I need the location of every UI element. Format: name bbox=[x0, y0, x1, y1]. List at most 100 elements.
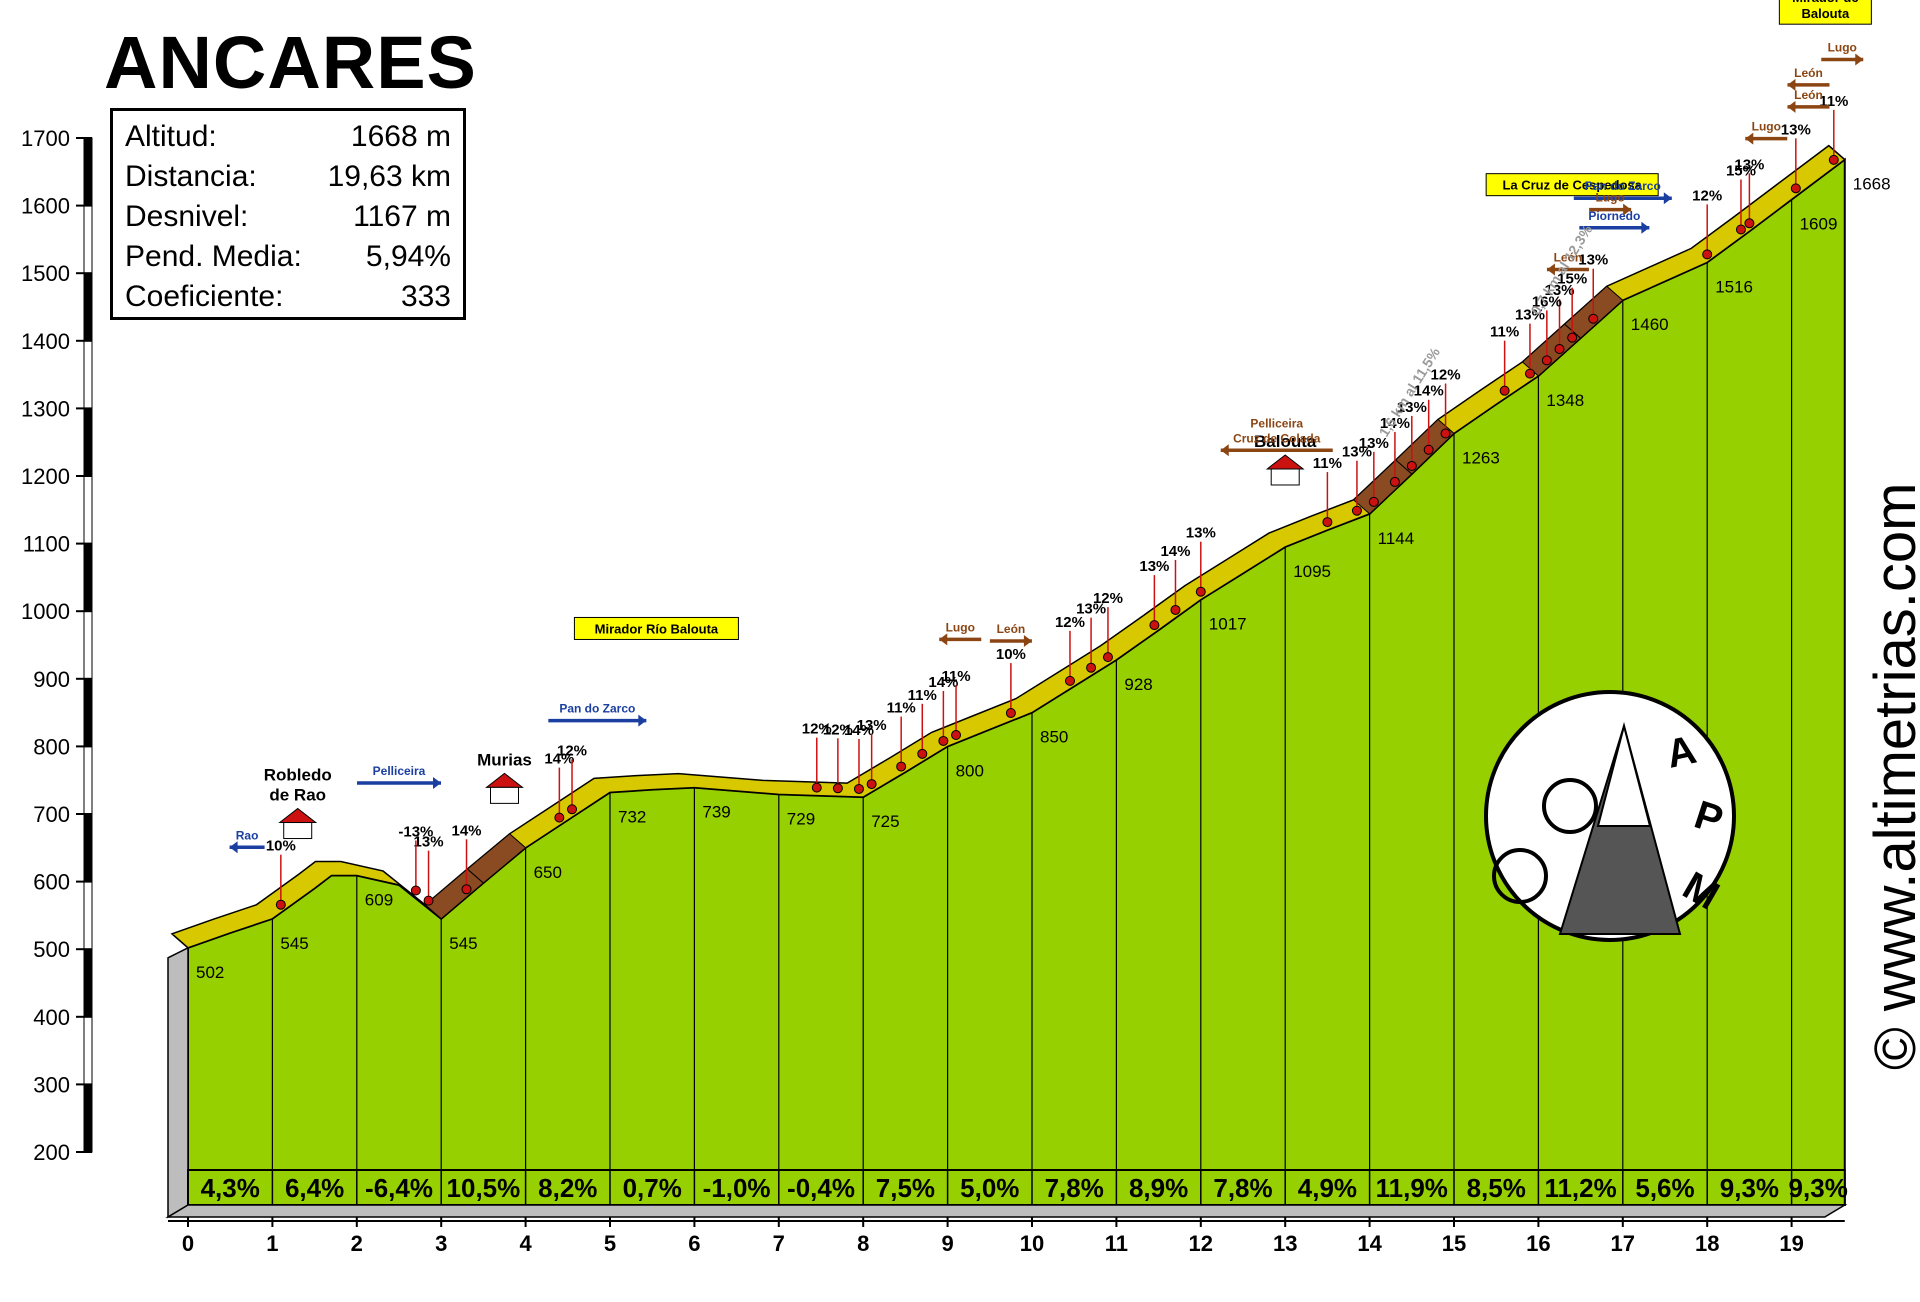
highlight-label-box bbox=[573, 616, 739, 640]
y-tick-label: 1000 bbox=[21, 599, 70, 624]
y-tick-label: 1600 bbox=[21, 194, 70, 219]
ramp-marker bbox=[938, 735, 949, 746]
ramp-label: 13% bbox=[1139, 558, 1169, 575]
ramp-label: 12% bbox=[1431, 367, 1461, 384]
ramp-marker bbox=[1322, 517, 1333, 528]
direction-sign-label: León bbox=[997, 622, 1026, 636]
direction-arrowhead bbox=[1787, 100, 1796, 113]
km-gradient-label: -0,4% bbox=[787, 1173, 855, 1203]
ramp-label: 11% bbox=[1490, 324, 1519, 341]
x-tick-label: 4 bbox=[519, 1231, 532, 1256]
y-tick-label: 1400 bbox=[21, 329, 70, 354]
ramp-label: 13% bbox=[414, 834, 444, 851]
x-tick-label: 1 bbox=[266, 1231, 278, 1256]
ramp-marker bbox=[811, 782, 822, 793]
ramp-label: 11% bbox=[908, 687, 937, 704]
stat-label: Desnivel: bbox=[125, 200, 249, 233]
direction-sign-label: Pelliceira bbox=[1250, 416, 1303, 430]
ramp-label: 12% bbox=[1055, 614, 1085, 631]
logo-circle bbox=[1484, 690, 1736, 942]
stat-value: 1167 m bbox=[353, 200, 451, 233]
ramp-marker bbox=[1170, 604, 1181, 615]
direction-sign-label: Pan do Zarco bbox=[1585, 179, 1661, 193]
altitude-label: 850 bbox=[1040, 728, 1068, 747]
km-gradient-label: 11,9% bbox=[1376, 1173, 1448, 1203]
km-gradient-label: 8,9% bbox=[1129, 1173, 1188, 1203]
direction-arrowhead bbox=[1023, 635, 1032, 648]
ramp-marker bbox=[1828, 154, 1839, 165]
ramp-label: 14% bbox=[1160, 543, 1190, 560]
ramp-label: 14% bbox=[452, 822, 482, 839]
ramp-label: 13% bbox=[1342, 444, 1372, 461]
y-axis-segment bbox=[83, 745, 93, 815]
altitude-label: 1516 bbox=[1715, 277, 1753, 296]
altitude-label: 502 bbox=[196, 963, 224, 982]
y-axis-segment bbox=[83, 881, 93, 950]
km-gradient-label: 9,3% bbox=[1789, 1173, 1848, 1203]
km-gradient-label: 5,0% bbox=[960, 1173, 1019, 1203]
altitude-label: 1348 bbox=[1546, 391, 1584, 410]
ramp-marker bbox=[1149, 620, 1160, 631]
direction-sign-label: León bbox=[1554, 250, 1583, 264]
km-gradient-label: 7,8% bbox=[1045, 1173, 1104, 1203]
altitude-label: 1017 bbox=[1209, 615, 1247, 634]
highlight-label-box bbox=[1485, 173, 1659, 197]
y-tick-label: 700 bbox=[33, 802, 70, 827]
altitude-label: 1095 bbox=[1293, 562, 1331, 581]
ramp-marker bbox=[1588, 313, 1599, 324]
y-tick-label: 1100 bbox=[23, 532, 70, 557]
y-axis-segment bbox=[83, 948, 93, 1018]
stats-row-elevation-gain: Desnivel: 1167 m bbox=[125, 197, 451, 237]
stat-value: 5,94% bbox=[365, 240, 451, 273]
ramp-marker bbox=[1790, 183, 1801, 194]
km-gradient-label: -1,0% bbox=[703, 1173, 771, 1203]
village-icon-house bbox=[490, 786, 519, 804]
km-gradient-label: 7,5% bbox=[876, 1173, 935, 1203]
ramp-marker bbox=[1423, 444, 1434, 455]
ramp-label: 11% bbox=[1313, 455, 1342, 472]
altitude-label: 725 bbox=[871, 812, 899, 831]
x-tick-label: 13 bbox=[1273, 1231, 1297, 1256]
ramp-marker bbox=[896, 761, 907, 772]
village-icon bbox=[278, 807, 318, 824]
village-icon-house bbox=[1270, 468, 1300, 486]
ramp-label: 13% bbox=[1734, 156, 1764, 173]
stat-value: 19,63 km bbox=[327, 160, 451, 193]
ramp-label: 13% bbox=[1076, 601, 1106, 618]
altitude-label: 928 bbox=[1124, 675, 1152, 694]
ramp-marker bbox=[1744, 218, 1755, 229]
km-gradient-label: 11,2% bbox=[1544, 1173, 1616, 1203]
direction-arrowhead bbox=[1745, 132, 1754, 145]
ramp-label: -13% bbox=[398, 824, 433, 841]
direction-arrowhead bbox=[1855, 53, 1864, 66]
ramp-marker bbox=[1368, 496, 1379, 507]
ramp-label: 15% bbox=[1726, 163, 1756, 180]
ramp-label: 12% bbox=[802, 721, 832, 738]
direction-arrowhead bbox=[1220, 444, 1229, 457]
village-icon bbox=[485, 772, 524, 788]
ramp-marker bbox=[866, 779, 877, 790]
ramp-marker bbox=[1406, 460, 1417, 471]
stat-label: Coeficiente: bbox=[125, 280, 284, 313]
ramp-marker bbox=[423, 895, 434, 906]
stats-row-coefficient: Coeficiente: 333 bbox=[125, 277, 451, 317]
ramp-marker bbox=[1567, 332, 1578, 343]
direction-sign-label: León bbox=[1794, 66, 1823, 80]
y-axis-segment bbox=[83, 678, 93, 747]
direction-sign-label: Lugo bbox=[1828, 41, 1857, 55]
ramp-marker bbox=[832, 783, 843, 794]
ramp-label: 11% bbox=[887, 700, 916, 717]
village-icon bbox=[1265, 454, 1305, 470]
ramp-label: 11% bbox=[1819, 93, 1848, 110]
altitude-label: 545 bbox=[449, 934, 477, 953]
km-gradient-label: 8,2% bbox=[538, 1173, 597, 1203]
x-tick-label: 9 bbox=[941, 1231, 953, 1256]
altitude-label: 650 bbox=[534, 863, 562, 882]
profile-side-face bbox=[167, 946, 189, 1219]
ramp-marker bbox=[1351, 505, 1362, 516]
ramp-marker bbox=[567, 804, 578, 815]
x-tick-label: 12 bbox=[1189, 1231, 1213, 1256]
steep-road-section bbox=[466, 833, 527, 884]
x-tick-label: 18 bbox=[1695, 1231, 1719, 1256]
stat-label: Altitud: bbox=[125, 120, 217, 153]
